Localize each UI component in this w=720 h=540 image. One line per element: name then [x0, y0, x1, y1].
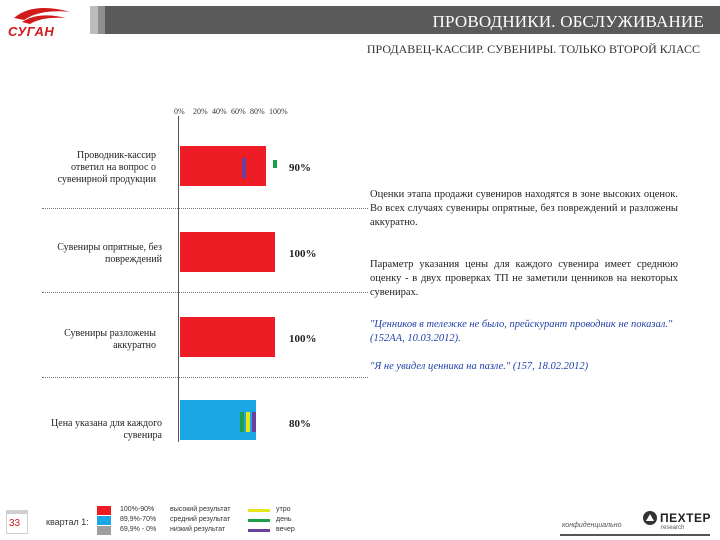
- legend-swatch-high: [97, 506, 111, 515]
- legend-swatch-low: [97, 526, 111, 535]
- legend-time: утро: [276, 506, 291, 513]
- legend-time: день: [276, 516, 292, 523]
- category-label: Цена указана для каждого сувенира: [51, 418, 162, 441]
- confidential-label: конфиденциально: [562, 522, 622, 529]
- quarter-label: квартал 1:: [46, 517, 89, 527]
- x-tick-label: 20%: [193, 107, 208, 116]
- logo-wing-icon: [14, 8, 70, 24]
- chart-bar: [180, 317, 275, 357]
- row-separator: [42, 292, 368, 293]
- time-marker-evening: [252, 412, 256, 432]
- legend-desc: высокий результат: [170, 506, 231, 513]
- chart-axis: [178, 116, 179, 442]
- legend-swatch-mid: [97, 516, 111, 525]
- time-marker-day: [246, 412, 250, 432]
- legend-line-day: [248, 519, 270, 522]
- bar-value-label: 100%: [289, 248, 317, 260]
- x-tick-label: 40%: [212, 107, 227, 116]
- category-label: Сувениры разложены аккуратно: [64, 328, 156, 351]
- bar-value-label: 80%: [289, 418, 311, 430]
- legend-range: 69,9% - 0%: [120, 526, 157, 533]
- row-separator: [42, 377, 368, 378]
- category-label: Проводник-кассир ответил на вопрос о сув…: [57, 150, 156, 185]
- quote-2: "Я не увидел ценника на пазле." (157, 18…: [370, 361, 589, 372]
- x-tick-label: 60%: [231, 107, 246, 116]
- time-marker-morning: [240, 412, 244, 432]
- row-separator: [42, 208, 368, 209]
- page-number: 33: [9, 518, 21, 529]
- chart-bar: [180, 400, 256, 440]
- legend-desc: средний результат: [170, 516, 231, 523]
- legend-line-morning: [248, 509, 270, 512]
- header-bar: [105, 6, 720, 34]
- footer-divider: [560, 534, 710, 536]
- chart-bar: [180, 146, 266, 186]
- page-subtitle: ПРОДАВЕЦ-КАССИР. СУВЕНИРЫ. ТОЛЬКО ВТОРОЙ…: [366, 42, 700, 56]
- comment-summary: Оценки этапа продажи сувениров находятся…: [370, 189, 678, 228]
- x-tick-label: 100%: [269, 107, 288, 116]
- bar-value-label: 90%: [289, 162, 311, 174]
- brand-logo-icon: [643, 511, 657, 525]
- quote-1: "Ценников в тележке не было, прейскурант…: [370, 319, 673, 344]
- page-title: ПРОВОДНИКИ. ОБСЛУЖИВАНИЕ: [432, 12, 704, 31]
- time-marker-evening: [242, 158, 246, 178]
- x-tick-label: 0%: [174, 107, 185, 116]
- legend-range: 100%-90%: [120, 506, 155, 513]
- brand-name: ПЕХТЕР: [660, 511, 711, 525]
- header-band: [0, 0, 720, 40]
- bar-value-label: 100%: [289, 333, 317, 345]
- comment-price: Параметр указания цены для каждого сувен…: [370, 259, 678, 298]
- legend-desc: низкий результат: [170, 526, 226, 533]
- logo-text: СУГАН: [8, 24, 55, 39]
- time-marker-morning: [273, 160, 277, 168]
- header-accent-mid: [98, 6, 108, 34]
- brand-subtitle: research: [661, 525, 685, 531]
- category-label: Сувениры опрятные, без повреждений: [57, 242, 162, 265]
- legend-line-evening: [248, 529, 270, 532]
- page-number-box: [6, 510, 28, 534]
- chart-bar: [180, 232, 275, 272]
- x-tick-label: 80%: [250, 107, 265, 116]
- legend-time: вечер: [276, 526, 295, 533]
- legend-range: 89,9%-70%: [120, 516, 157, 523]
